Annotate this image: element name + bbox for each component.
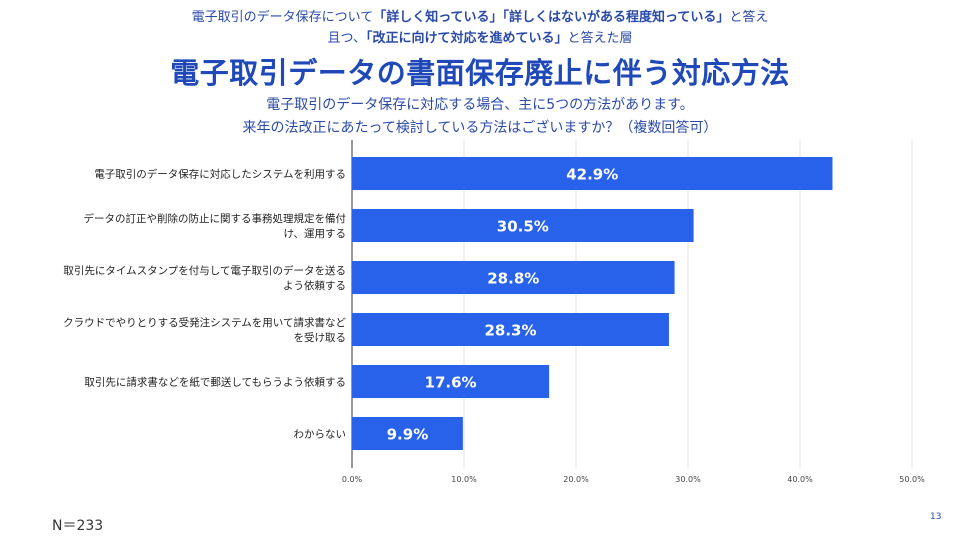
x-tick-label: 40.0% bbox=[787, 475, 813, 484]
subtitle-1: 電子取引のデータ保存に対応する場合、主に5つの方法があります。 bbox=[266, 97, 694, 113]
data-label: 30.5% bbox=[497, 218, 549, 236]
category-label: 電子取引のデータ保存に対応したシステムを利用する bbox=[94, 168, 346, 181]
bar bbox=[352, 209, 694, 242]
bar bbox=[352, 157, 833, 190]
page-title: 電子取引データの書面保存廃止に伴う対応方法 bbox=[170, 56, 790, 90]
bar bbox=[352, 365, 550, 398]
category-label: 取引先に請求書などを紙で郵送してもらうよう依頼する bbox=[84, 376, 346, 389]
category-label: クラウドでやりとりする受発注システムを用いて請求書など bbox=[63, 316, 346, 329]
category-label: 取引先にタイムスタンプを付与して電子取引のデータを送る bbox=[63, 264, 346, 277]
header-line-1: 電子取引のデータ保存について「詳しく知っている」「詳しくはないがある程度知ってい… bbox=[0, 6, 960, 25]
subtitle-2: 来年の法改正にあたって検討している方法はございますか？（複数回答可） bbox=[242, 120, 718, 136]
header-emphasis: 「詳しく知っている」「詳しくはないがある程度知っている」 bbox=[373, 10, 730, 25]
bar bbox=[352, 417, 463, 450]
x-tick-label: 20.0% bbox=[563, 475, 589, 484]
data-label: 42.9% bbox=[566, 166, 618, 184]
header-emphasis: 「改正に向けて対応を進めている」 bbox=[365, 31, 568, 46]
category-label: を受け取る bbox=[294, 332, 347, 344]
header-text: と答えた層 bbox=[567, 31, 633, 46]
x-tick-label: 0.0% bbox=[342, 475, 363, 484]
data-label: 17.6% bbox=[425, 374, 477, 392]
data-label: 28.3% bbox=[484, 322, 536, 340]
header-text: 電子取引のデータ保存について bbox=[191, 10, 374, 25]
header-text: と答え bbox=[729, 10, 769, 25]
category-label: わからない bbox=[294, 429, 347, 441]
data-label: 28.8% bbox=[487, 270, 539, 288]
x-tick-label: 30.0% bbox=[675, 475, 701, 484]
category-label: け、運用する bbox=[284, 228, 346, 240]
data-label: 9.9% bbox=[387, 426, 429, 444]
x-tick-label: 10.0% bbox=[451, 475, 477, 484]
x-tick-label: 50.0% bbox=[899, 475, 925, 484]
header-text: 且つ、 bbox=[327, 31, 366, 46]
sample-size: N＝233 bbox=[52, 518, 104, 534]
category-label: データの訂正や削除の防止に関する事務処理規定を備付 bbox=[84, 212, 347, 225]
header-line-2: 且つ、「改正に向けて対応を進めている」と答えた層 bbox=[0, 27, 960, 46]
bar bbox=[352, 261, 675, 294]
page-number: 13 bbox=[930, 512, 942, 522]
bar bbox=[352, 313, 669, 346]
category-label: よう依頼する bbox=[283, 279, 346, 292]
